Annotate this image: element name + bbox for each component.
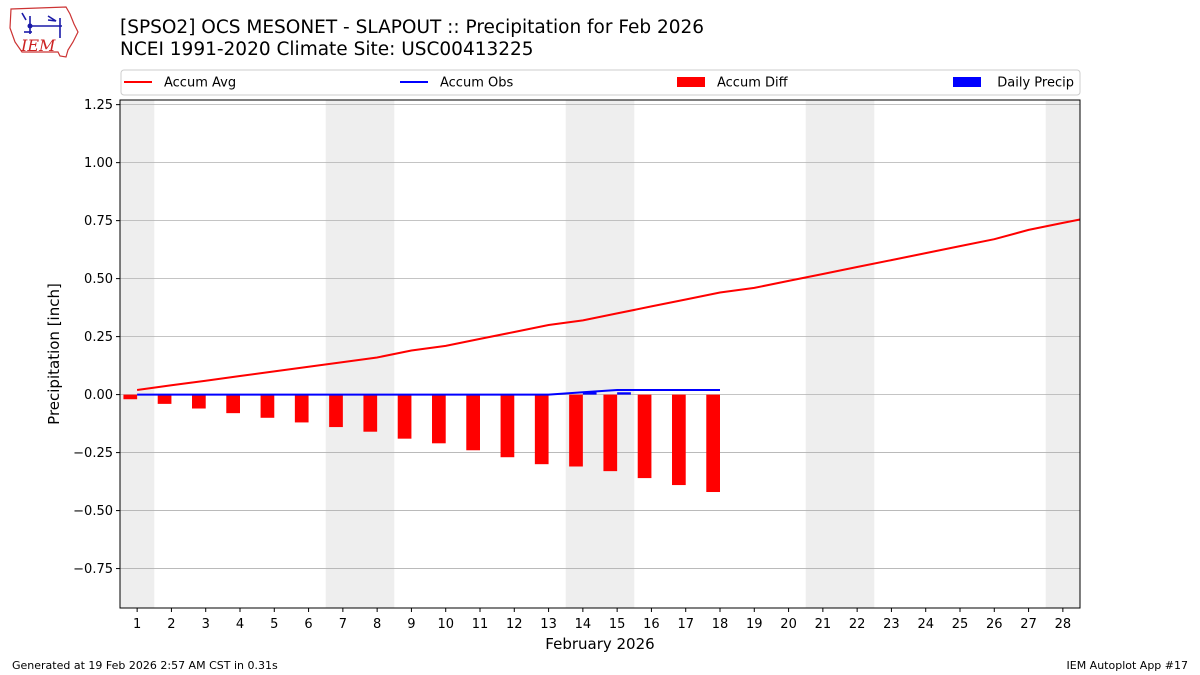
chart-title-line-2: NCEI 1991-2020 Climate Site: USC00413225 bbox=[120, 39, 534, 60]
accum-diff-bar bbox=[123, 394, 138, 400]
y-axis-title: Precipitation [inch] bbox=[45, 283, 63, 425]
legend-label-accum_avg: Accum Avg bbox=[164, 76, 236, 91]
x-tick-label: 19 bbox=[746, 617, 763, 632]
y-tick-label: 0.00 bbox=[84, 388, 113, 403]
x-tick-label: 4 bbox=[236, 617, 244, 632]
y-tick-label: 0.50 bbox=[84, 272, 113, 287]
x-tick-label: 1 bbox=[133, 617, 141, 632]
weekend-band bbox=[805, 100, 840, 608]
accum-avg-line bbox=[136, 218, 1081, 391]
accum-diff-bar bbox=[260, 394, 275, 418]
accum-diff-bar bbox=[432, 394, 446, 444]
y-tick-label: 1.00 bbox=[84, 156, 113, 171]
x-tick-label: 7 bbox=[339, 617, 347, 632]
x-tick-label: 6 bbox=[304, 617, 312, 632]
plot-area: −0.75 −0.50 −0.25 0.00 0.25 0.50 0.75 1.00 1.25 1… bbox=[45, 98, 1081, 653]
accum-diff-bar bbox=[329, 394, 343, 428]
daily-precip-bar bbox=[582, 392, 597, 395]
y-tick-label: −0.75 bbox=[73, 562, 113, 577]
logo-text: IEM bbox=[20, 36, 56, 55]
x-tick-label: 17 bbox=[677, 617, 694, 632]
accum-diff-bar bbox=[637, 394, 652, 479]
station-dot-icon bbox=[27, 23, 33, 29]
iem-logo: IEM bbox=[9, 6, 79, 58]
x-tick-label: 27 bbox=[1020, 617, 1037, 632]
x-tick-label: 13 bbox=[540, 617, 557, 632]
legend-handle-daily_precip bbox=[953, 77, 981, 87]
x-tick-label: 3 bbox=[202, 617, 210, 632]
x-tick-label: 11 bbox=[472, 617, 489, 632]
weekend-band bbox=[600, 100, 635, 608]
x-tick-label: 12 bbox=[506, 617, 523, 632]
y-tick-label: −0.25 bbox=[73, 446, 113, 461]
x-tick-label: 16 bbox=[643, 617, 660, 632]
accum-diff-bar bbox=[157, 394, 172, 404]
accum-diff-bar bbox=[466, 394, 480, 451]
legend-label-accum_diff: Accum Diff bbox=[717, 76, 789, 91]
x-tick-label: 26 bbox=[986, 617, 1003, 632]
x-axis-title: February 2026 bbox=[545, 635, 654, 653]
y-tick-label: 0.25 bbox=[84, 330, 113, 345]
accum-diff-bar bbox=[226, 394, 240, 414]
x-tick-label: 25 bbox=[952, 617, 969, 632]
chart-title-line-1: [SPSO2] OCS MESONET - SLAPOUT :: Precipi… bbox=[120, 17, 705, 38]
weekend-band bbox=[1045, 100, 1080, 608]
x-tick-label: 20 bbox=[780, 617, 797, 632]
daily-precip-bar bbox=[617, 392, 631, 395]
accum-diff-bar bbox=[706, 394, 720, 493]
x-tick-label: 23 bbox=[883, 617, 900, 632]
accum-diff-bar bbox=[294, 394, 309, 423]
x-tick-label: 9 bbox=[407, 617, 415, 632]
x-tick-label: 2 bbox=[167, 617, 175, 632]
x-tick-label: 22 bbox=[849, 617, 866, 632]
accum-diff-bar bbox=[500, 394, 515, 458]
x-tick-label: 18 bbox=[712, 617, 729, 632]
legend: Accum Avg Accum Obs Accum Diff Daily Precip bbox=[120, 69, 1081, 96]
iowa-outline-icon bbox=[9, 6, 79, 58]
x-tick-label: 10 bbox=[437, 617, 454, 632]
weekend-band bbox=[120, 100, 155, 608]
y-tick-label: 0.75 bbox=[84, 214, 113, 229]
footer-generated: Generated at 19 Feb 2026 2:57 AM CST in … bbox=[12, 659, 278, 672]
accum-diff-bar bbox=[397, 394, 412, 439]
accum-obs-line bbox=[137, 389, 720, 396]
accum-diff-bar bbox=[534, 394, 549, 465]
footer-app: IEM Autoplot App #17 bbox=[1066, 659, 1189, 672]
y-tick-label: −0.50 bbox=[73, 504, 113, 519]
axes-frame bbox=[119, 99, 1081, 609]
x-tick-label: 21 bbox=[815, 617, 832, 632]
legend-label-accum_obs: Accum Obs bbox=[440, 76, 513, 91]
x-tick-label: 8 bbox=[373, 617, 381, 632]
x-tick-label: 15 bbox=[609, 617, 626, 632]
weekend-band bbox=[360, 100, 395, 608]
accum-diff-bar bbox=[672, 394, 686, 486]
accum-diff-bar bbox=[569, 394, 583, 467]
x-tick-label: 5 bbox=[270, 617, 278, 632]
weekend-band bbox=[565, 100, 600, 608]
x-tick-label: 14 bbox=[575, 617, 592, 632]
weekend-band bbox=[840, 100, 875, 608]
accum-diff-bar bbox=[192, 394, 206, 409]
legend-box bbox=[120, 69, 1081, 96]
legend-handle-accum_diff bbox=[677, 77, 705, 87]
x-tick-label: 28 bbox=[1055, 617, 1072, 632]
accum-diff-bar bbox=[603, 394, 618, 472]
y-tick-label: 1.25 bbox=[84, 98, 113, 113]
weekend-band bbox=[325, 100, 360, 608]
x-tick-label: 24 bbox=[917, 617, 934, 632]
legend-label-daily_precip: Daily Precip bbox=[997, 76, 1074, 91]
accum-diff-bar bbox=[363, 394, 378, 432]
